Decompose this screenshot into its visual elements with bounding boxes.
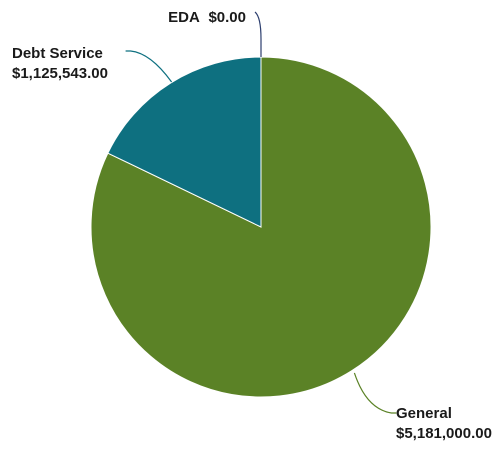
pie-slice-general (90, 56, 432, 398)
leader-line-eda (254, 11, 262, 57)
slice-category-debt-service: Debt Service (12, 45, 103, 62)
slice-label-eda: EDA $0.00 (168, 9, 246, 26)
leader-line-general (353, 372, 397, 414)
pie-slice-debt-service (107, 56, 262, 228)
slice-value-debt-service: $1,125,543.00 (12, 65, 108, 82)
slice-value-eda: $0.00 (208, 9, 246, 26)
slice-value-general: $5,181,000.00 (396, 425, 492, 442)
leader-lines (125, 11, 397, 414)
leader-line-debt-service (125, 50, 173, 83)
slice-labels: EDA $0.00 Debt Service $1,125,543.00 Gen… (12, 9, 492, 442)
slice-category-general: General (396, 405, 452, 422)
pie-slices (90, 56, 432, 398)
slice-category-eda: EDA (168, 9, 200, 26)
